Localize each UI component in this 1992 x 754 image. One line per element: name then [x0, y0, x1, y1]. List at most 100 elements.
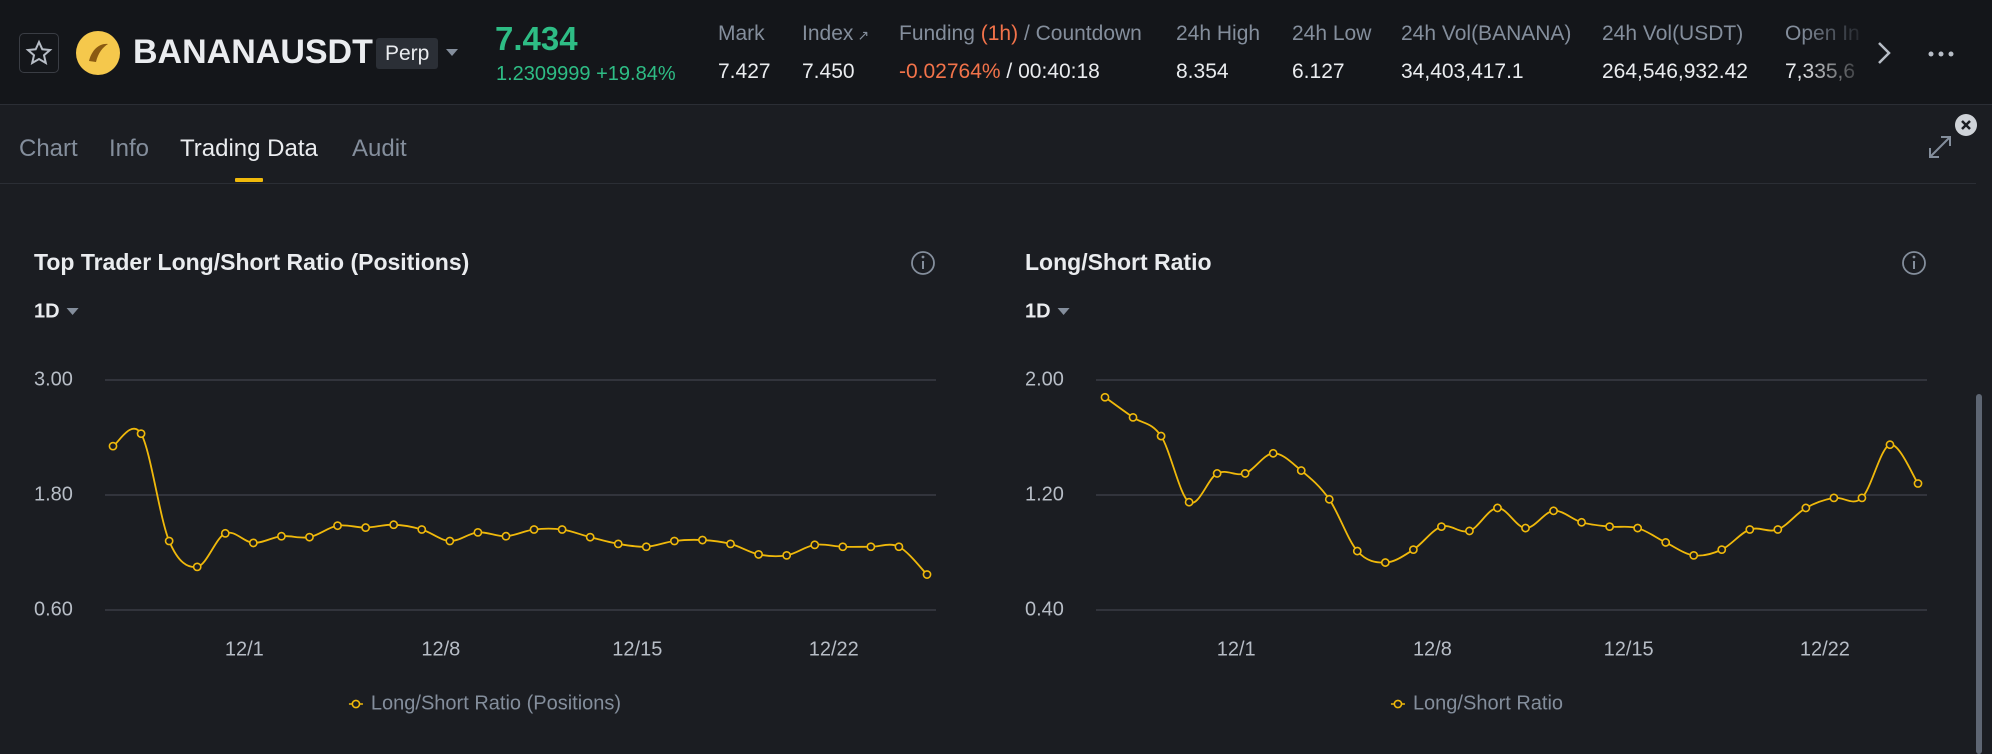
data-point	[585, 532, 595, 542]
data-point	[192, 562, 202, 572]
data-point	[726, 539, 735, 549]
funding-value: -0.02764% / 00:40:18	[899, 60, 1100, 84]
stat-value: 34,403,417.1	[1401, 60, 1524, 83]
data-point	[164, 536, 174, 546]
change-pct: +19.84%	[596, 63, 676, 85]
price-change: 1.2309999 +19.84%	[496, 63, 676, 86]
y-tick-label: 0.40	[1025, 598, 1064, 620]
data-point	[1801, 503, 1811, 513]
funding-rate: -0.02764%	[899, 60, 1001, 83]
x-tick-label: 12/15	[612, 638, 662, 660]
favorite-button[interactable]	[19, 33, 59, 73]
x-tick-label: 12/15	[1604, 638, 1654, 660]
period-selector[interactable]: 1D	[1025, 300, 1051, 322]
data-point	[108, 441, 118, 451]
separator: /	[1006, 60, 1013, 83]
star-icon	[25, 39, 53, 66]
tab[interactable]: Info	[109, 135, 150, 162]
x-tick-label: 12/22	[809, 638, 859, 660]
funding-label: Funding (1h) / Countdown	[899, 22, 1142, 46]
data-point	[220, 528, 230, 538]
x-tick-label: 12/22	[1800, 638, 1850, 660]
data-point	[1296, 466, 1306, 475]
data-point	[922, 570, 932, 579]
data-point	[894, 542, 904, 552]
tab[interactable]: Audit	[352, 135, 407, 162]
series-line	[112, 427, 928, 576]
tab[interactable]: Chart	[19, 135, 78, 162]
series-line	[1104, 396, 1919, 564]
y-tick-label: 2.00	[1025, 368, 1064, 390]
period-selector[interactable]: 1D	[34, 300, 60, 322]
data-point	[1437, 522, 1446, 532]
data-point	[1829, 493, 1839, 503]
data-point	[754, 550, 763, 559]
symbol: BANANAUSDT	[133, 33, 373, 71]
data-point	[1689, 550, 1699, 560]
dropdown-arrow[interactable]	[444, 46, 460, 58]
data-point	[529, 525, 539, 534]
x-tick-label: 12/8	[1413, 638, 1452, 660]
chart-title: Top Trader Long/Short Ratio (Positions)	[34, 249, 469, 275]
data-point	[473, 527, 483, 537]
data-point	[1100, 392, 1110, 402]
x-tick-label: 12/8	[421, 638, 460, 660]
tab-underline	[235, 178, 263, 182]
data-point	[389, 520, 399, 530]
period-arrow	[1057, 308, 1070, 315]
chart-title: Long/Short Ratio	[1025, 249, 1212, 275]
stat-label: 24h Low	[1292, 22, 1372, 45]
data-point	[1493, 503, 1502, 513]
close-button[interactable]	[1954, 113, 1978, 137]
legend-marker	[351, 699, 361, 709]
expand-button[interactable]	[1926, 133, 1954, 161]
data-point	[1465, 526, 1474, 536]
data-point	[1408, 545, 1418, 555]
data-point	[782, 550, 792, 560]
data-point	[445, 536, 455, 546]
scroll-right[interactable]	[1874, 40, 1894, 66]
data-point	[333, 521, 342, 531]
legend-label: Long/Short Ratio	[1413, 692, 1563, 714]
fade	[1800, 0, 1870, 104]
data-point	[1184, 497, 1194, 507]
data-point	[305, 532, 314, 542]
stat-value: 264,546,932.42	[1602, 60, 1748, 83]
ticker-header: BANANAUSDT Perp 7.434 1.2309999 +19.84% …	[0, 0, 1992, 105]
tab[interactable]: Trading Data	[180, 135, 318, 162]
y-tick-label: 0.60	[34, 598, 73, 620]
data-point	[1268, 448, 1278, 458]
stat-label: Index ↗	[802, 22, 870, 45]
stat-label: Mark	[718, 22, 765, 45]
data-point	[361, 523, 371, 532]
link-icon: ↗	[857, 27, 870, 43]
contract-badge[interactable]: Perp	[376, 38, 439, 69]
stat-value: 7.427	[718, 60, 771, 83]
data-point	[417, 525, 427, 534]
data-point	[866, 542, 876, 552]
data-point	[1605, 522, 1615, 532]
stat-value: 6.127	[1292, 60, 1345, 83]
data-point	[1352, 546, 1362, 556]
tab-divider	[0, 183, 1976, 184]
x-tick-label: 12/1	[225, 638, 264, 660]
info-icon[interactable]	[1902, 251, 1926, 275]
y-tick-label: 3.00	[34, 368, 73, 390]
data-point	[1745, 525, 1755, 534]
data-point	[1212, 469, 1222, 478]
countdown: 00:40:18	[1018, 60, 1100, 83]
data-point	[1633, 523, 1643, 533]
data-point	[557, 525, 567, 534]
more-menu[interactable]	[1926, 44, 1956, 64]
info-icon-dot	[1912, 255, 1916, 259]
data-point	[1773, 525, 1783, 534]
scrollbar-thumb	[1976, 394, 1982, 754]
change: 1.2309999	[496, 63, 591, 85]
data-point	[1156, 431, 1166, 441]
info-icon[interactable]	[911, 251, 935, 275]
coin-logo	[76, 31, 120, 75]
data-point	[613, 539, 623, 549]
cover	[1862, 0, 1992, 104]
info-icon-dot	[921, 255, 925, 259]
